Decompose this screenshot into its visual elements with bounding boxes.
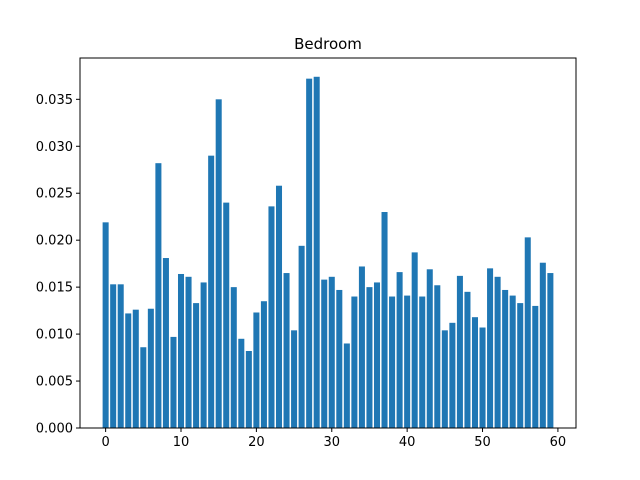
bar-5 <box>140 347 147 428</box>
bar-31 <box>336 289 343 428</box>
bar-0 <box>102 222 109 428</box>
bar-36 <box>373 282 381 428</box>
x-tick-label: 20 <box>248 435 265 450</box>
bar-12 <box>193 303 200 428</box>
bar-53 <box>502 289 509 428</box>
bar-15 <box>215 99 222 428</box>
bar-38 <box>389 296 396 428</box>
bar-48 <box>464 291 471 428</box>
bar-43 <box>426 269 433 428</box>
x-tick-label: 60 <box>550 435 567 450</box>
bar-39 <box>396 272 403 428</box>
bar-37 <box>381 212 388 428</box>
bar-2 <box>117 284 124 428</box>
x-tick-label: 50 <box>474 435 491 450</box>
bar-57 <box>532 305 539 428</box>
bar-25 <box>291 330 298 428</box>
y-tick-label: 0.015 <box>36 281 73 296</box>
bar-28 <box>313 76 320 428</box>
bar-14 <box>208 155 215 428</box>
bar-51 <box>487 268 494 428</box>
bar-13 <box>200 282 207 428</box>
y-tick-label: 0.035 <box>36 93 73 108</box>
bar-41 <box>411 252 418 428</box>
bar-10 <box>177 273 185 428</box>
bar-56 <box>524 237 531 428</box>
y-tick-label: 0.010 <box>36 328 73 343</box>
y-tick-label: 0.020 <box>36 234 73 249</box>
bar-58 <box>539 262 546 428</box>
bar-8 <box>162 258 169 428</box>
bars-group <box>102 76 554 428</box>
bar-9 <box>170 336 177 428</box>
bar-24 <box>283 273 290 428</box>
y-tick-label: 0.025 <box>36 187 73 202</box>
chart-title: Bedroom <box>294 35 362 53</box>
bar-26 <box>298 245 305 428</box>
bar-59 <box>547 273 554 428</box>
bar-45 <box>441 330 448 428</box>
bar-19 <box>245 350 252 428</box>
bar-22 <box>268 206 275 428</box>
bar-32 <box>343 343 350 428</box>
x-tick-label: 0 <box>101 435 109 450</box>
bar-21 <box>260 301 267 428</box>
bar-46 <box>449 322 456 428</box>
bar-52 <box>494 276 501 428</box>
bar-49 <box>471 317 479 428</box>
bar-34 <box>358 266 365 428</box>
bar-16 <box>223 202 230 428</box>
bar-23 <box>275 185 283 428</box>
y-tick-label: 0.030 <box>36 140 73 155</box>
bar-50 <box>479 327 486 428</box>
y-axis: 0.000 0.005 0.010 0.015 0.020 0.025 0.030 0.035 <box>36 93 80 437</box>
bar-44 <box>434 285 441 428</box>
bar-55 <box>517 303 524 428</box>
bar-29 <box>321 279 328 428</box>
x-tick-label: 40 <box>399 435 416 450</box>
bar-35 <box>366 287 373 428</box>
bar-40 <box>404 295 411 428</box>
bar-11 <box>185 276 192 428</box>
bar-30 <box>328 276 335 428</box>
bar-6 <box>147 308 154 428</box>
plot-frame <box>79 57 577 429</box>
bar-47 <box>456 275 463 428</box>
bar-3 <box>125 313 132 428</box>
plot-area-background <box>80 58 576 428</box>
y-tick-label: 0.005 <box>36 375 73 390</box>
bar-42 <box>419 296 426 428</box>
bar-54 <box>509 295 516 428</box>
bar-4 <box>132 309 139 428</box>
x-tick-label: 10 <box>173 435 190 450</box>
y-tick-label: 0.000 <box>36 422 73 437</box>
bar-27 <box>306 78 313 428</box>
bar-7 <box>155 163 162 428</box>
x-axis: 0 10 20 30 40 50 60 <box>101 428 566 450</box>
bar-17 <box>230 287 237 428</box>
bar-33 <box>351 296 358 428</box>
bar-18 <box>238 338 245 428</box>
x-tick-label: 30 <box>323 435 340 450</box>
bar-20 <box>253 312 260 428</box>
bar-1 <box>110 284 117 428</box>
